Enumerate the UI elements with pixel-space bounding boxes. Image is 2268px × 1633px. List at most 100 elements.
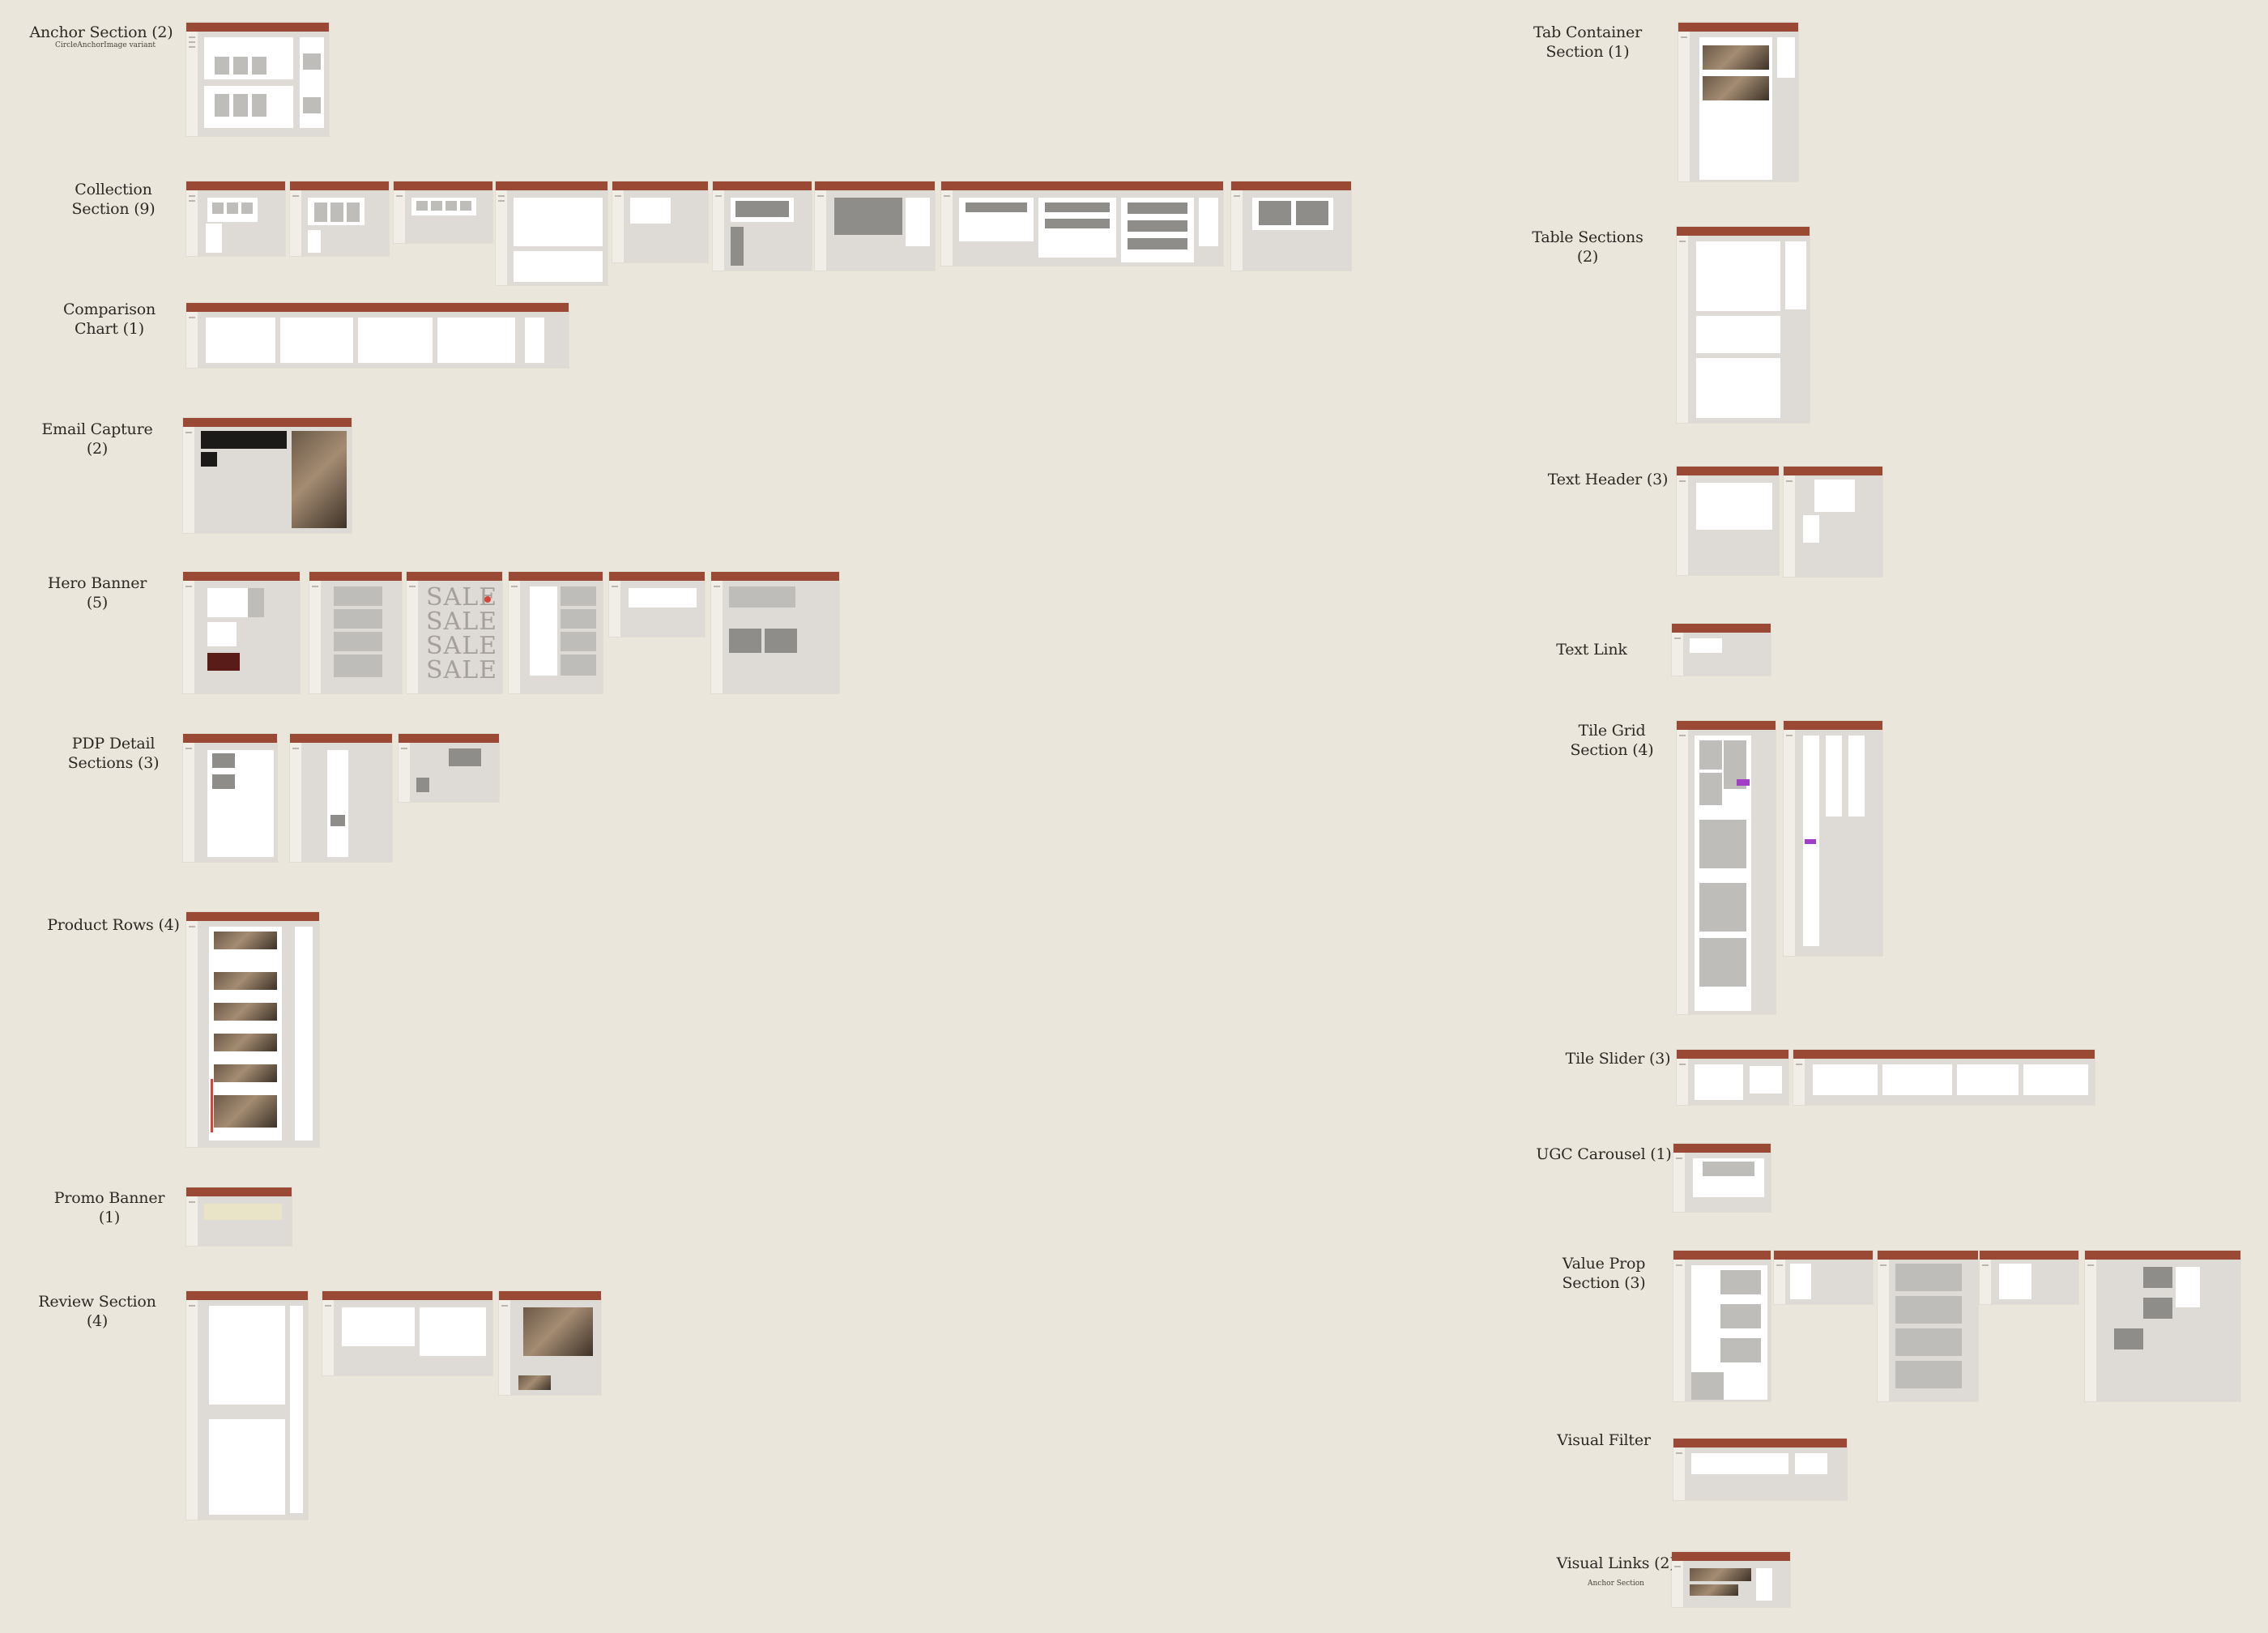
group-label-value-prop[interactable]: Value Prop Section (3) <box>1562 1255 1646 1292</box>
frame-title-bar <box>1673 1439 1847 1448</box>
frame-email-capture[interactable] <box>183 418 352 533</box>
frame-collection-8[interactable] <box>941 181 1223 266</box>
frame-pdp-1[interactable] <box>183 734 277 862</box>
frame-hero-1[interactable] <box>183 572 300 693</box>
frame-hero-4[interactable] <box>509 572 603 693</box>
frame-tab-container[interactable] <box>1678 23 1798 181</box>
frame-title-bar <box>1793 1050 2095 1059</box>
product-photo-row <box>214 1003 277 1021</box>
frame-title-bar <box>186 303 569 312</box>
value-prop-mobile-preview <box>1790 1264 1811 1299</box>
placeholder-tile <box>215 57 229 75</box>
frame-title-bar <box>399 734 499 743</box>
frame-collection-5[interactable] <box>612 181 708 262</box>
frame-title-bar <box>186 181 285 190</box>
frame-value-prop-4[interactable] <box>1980 1251 2078 1304</box>
group-label-product-rows[interactable]: Product Rows (4) <box>47 916 180 934</box>
frame-tile-slider-1[interactable] <box>1677 1050 1788 1105</box>
frame-title-bar <box>1784 721 1882 730</box>
frame-collection-7[interactable] <box>815 181 935 271</box>
frame-collection-2[interactable] <box>290 181 389 256</box>
group-label-table-sections[interactable]: Table Sections (2) <box>1532 228 1643 266</box>
frame-anchor-section[interactable] <box>186 23 329 136</box>
hero-preview <box>207 588 248 617</box>
frame-hero-3[interactable]: SALE SALE SALE SALE <box>407 572 502 693</box>
frame-visual-filter[interactable] <box>1673 1439 1847 1500</box>
hero-preview <box>530 586 557 676</box>
group-label-review-section[interactable]: Review Section (4) <box>38 1293 156 1330</box>
frame-tile-slider-2[interactable] <box>1793 1050 2095 1105</box>
frame-title-bar <box>815 181 935 190</box>
frame-value-prop-5[interactable] <box>2085 1251 2240 1401</box>
placeholder-tile <box>561 632 596 651</box>
frame-layers-panel <box>1672 1561 1683 1607</box>
group-label-pdp-detail[interactable]: PDP Detail Sections (3) <box>67 735 160 772</box>
tile-slider-preview <box>1957 1064 2019 1095</box>
frame-value-prop-2[interactable] <box>1774 1251 1873 1304</box>
placeholder-tile <box>1720 1304 1761 1328</box>
visual-links-photo-row <box>1690 1584 1738 1596</box>
frame-promo-banner[interactable] <box>186 1187 292 1246</box>
frame-layers-panel <box>186 312 198 368</box>
group-label-collection-section[interactable]: Collection Section (9) <box>71 181 156 218</box>
frame-title-bar <box>394 181 492 190</box>
group-label-visual-filter[interactable]: Visual Filter <box>1557 1431 1651 1449</box>
tab-photo-row <box>1703 76 1769 100</box>
frame-layers-panel <box>309 581 321 693</box>
frame-hero-5[interactable] <box>609 572 705 637</box>
group-label-tile-grid[interactable]: Tile Grid Section (4) <box>1570 722 1654 759</box>
group-label-anchor-section[interactable]: Anchor Section (2) <box>29 23 173 41</box>
comparison-preview <box>280 318 353 363</box>
group-label-text-header[interactable]: Text Header (3) <box>1547 471 1669 488</box>
placeholder-tile <box>334 586 382 606</box>
frame-pdp-2[interactable] <box>290 734 392 862</box>
group-label-ugc-carousel[interactable]: UGC Carousel (1) <box>1536 1145 1672 1163</box>
frame-text-header-2[interactable] <box>1784 467 1882 577</box>
review-preview <box>209 1306 285 1405</box>
frame-ugc-carousel[interactable] <box>1673 1144 1771 1212</box>
frame-review-1[interactable] <box>186 1291 308 1520</box>
frame-review-2[interactable] <box>322 1291 492 1375</box>
tile-slider-preview <box>2023 1064 2088 1095</box>
frame-collection-9[interactable] <box>1231 181 1351 271</box>
placeholder-tile <box>334 632 382 651</box>
hero-dark-preview <box>207 653 240 671</box>
frame-value-prop-1[interactable] <box>1673 1251 1771 1401</box>
frame-collection-1[interactable] <box>186 181 285 256</box>
frame-product-rows[interactable] <box>186 912 319 1147</box>
frame-comparison-chart[interactable] <box>186 303 569 368</box>
frame-collection-3[interactable] <box>394 181 492 243</box>
group-label-visual-links[interactable]: Visual Links (2) <box>1556 1554 1676 1572</box>
frame-title-bar <box>1678 23 1798 32</box>
group-label-comparison-chart[interactable]: Comparison Chart (1) <box>62 301 156 338</box>
group-label-email-capture[interactable]: Email Capture (2) <box>41 420 153 458</box>
group-label-tile-slider[interactable]: Tile Slider (3) <box>1565 1050 1671 1068</box>
frame-review-3[interactable] <box>499 1291 601 1395</box>
frame-hero-2[interactable] <box>309 572 402 693</box>
placeholder-tile <box>1128 203 1187 214</box>
frame-collection-6[interactable] <box>713 181 812 271</box>
frame-table-sections[interactable] <box>1677 227 1810 423</box>
frame-pdp-3[interactable] <box>399 734 499 802</box>
product-mobile-preview <box>295 927 313 1141</box>
pdp-preview <box>207 750 274 857</box>
frame-visual-links[interactable] <box>1672 1552 1790 1607</box>
frame-hero-6[interactable] <box>711 572 839 693</box>
group-label-text-link[interactable]: Text Link <box>1556 641 1627 659</box>
frame-title-bar <box>1774 1251 1873 1260</box>
group-label-hero-banner[interactable]: Hero Banner (5) <box>47 574 147 612</box>
frame-tile-grid-1[interactable] <box>1677 721 1776 1014</box>
placeholder-tile <box>834 198 902 235</box>
text-link-preview <box>1690 638 1722 653</box>
group-label-promo-banner[interactable]: Promo Banner (1) <box>53 1189 165 1226</box>
group-label-tab-container[interactable]: Tab Container Section (1) <box>1533 23 1642 61</box>
frame-tile-grid-2[interactable] <box>1784 721 1882 956</box>
frame-collection-4[interactable] <box>496 181 608 285</box>
frame-value-prop-3[interactable] <box>1878 1251 1978 1401</box>
frame-text-link[interactable] <box>1672 624 1771 676</box>
placeholder-tile <box>735 201 789 217</box>
placeholder-tile <box>347 203 360 222</box>
frame-title-bar <box>1677 721 1776 730</box>
frame-text-header-1[interactable] <box>1677 467 1779 575</box>
